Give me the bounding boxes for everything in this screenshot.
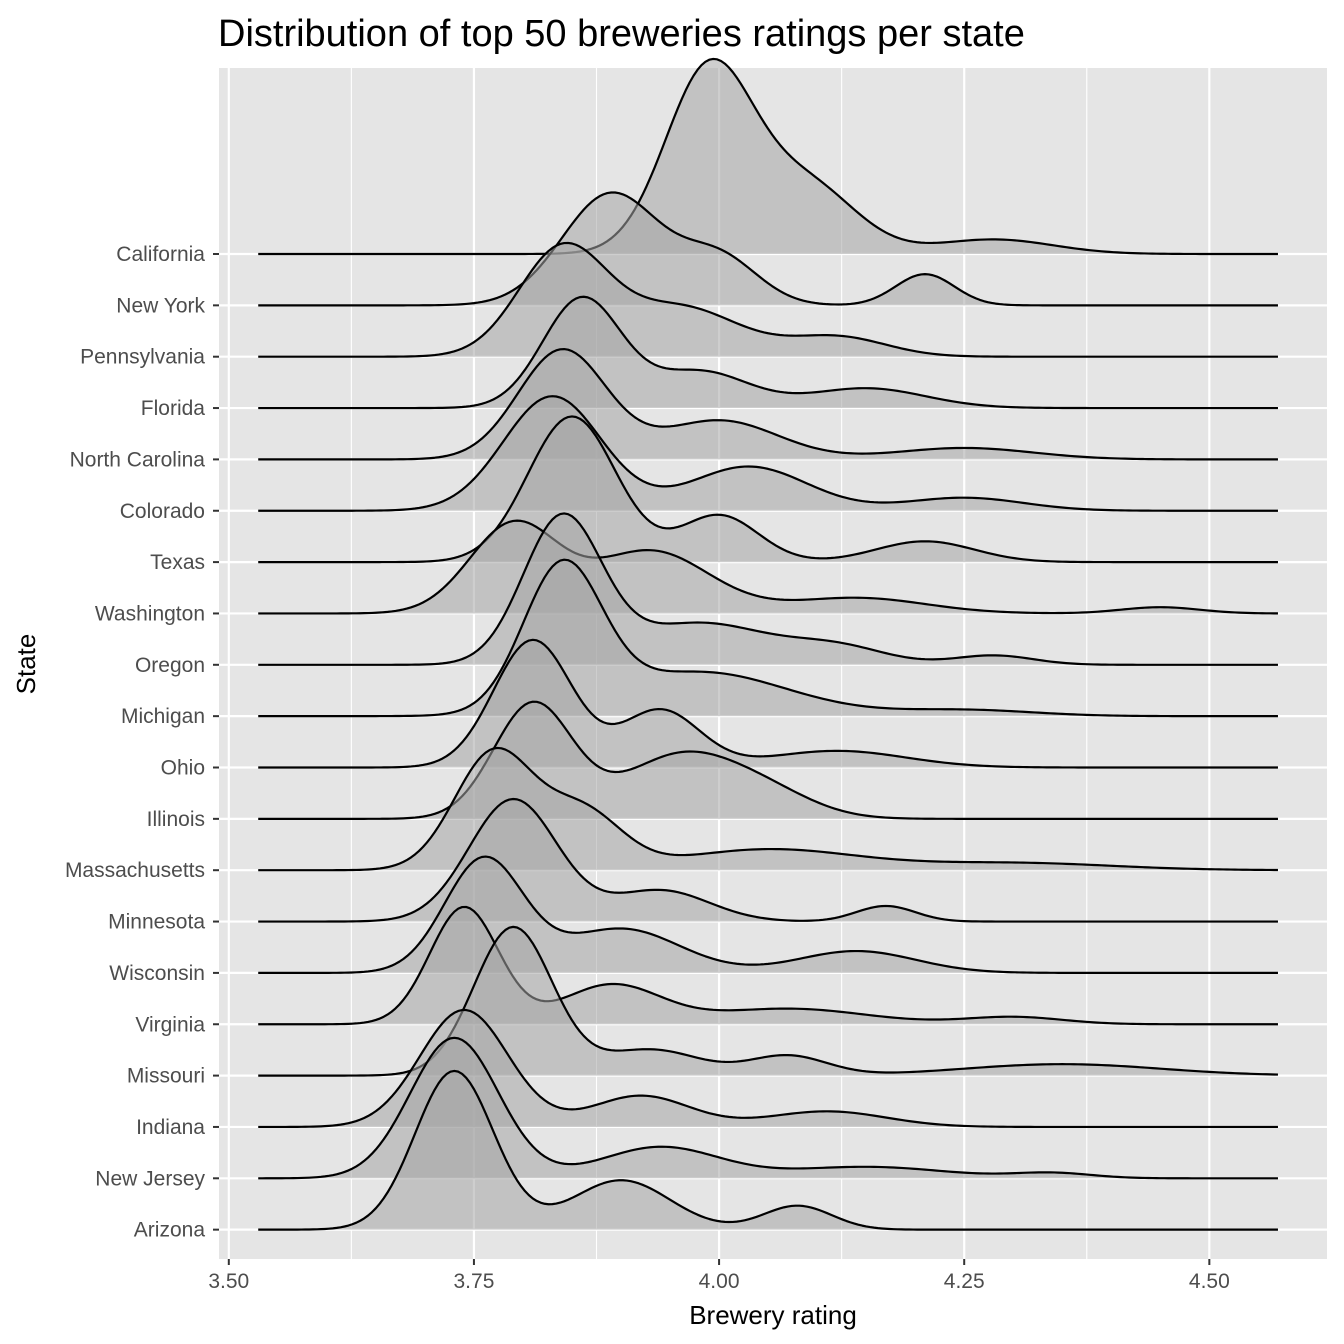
ridge-california [258, 57, 1278, 256]
ridge-fill [258, 1037, 1278, 1179]
y-tick-label: North Carolina [70, 448, 206, 471]
y-tick-label: Massachusetts [65, 859, 205, 882]
ridge-line [258, 1008, 1278, 1129]
ridge-line [258, 1069, 1278, 1231]
y-tick-label: Pennsylvania [80, 346, 205, 369]
y-tick-label: Indiana [136, 1116, 205, 1139]
ridge-line [258, 797, 1278, 923]
ridge-line [258, 395, 1278, 512]
x-tick-label: 3.50 [208, 1270, 249, 1293]
y-tick-label: Ohio [161, 757, 205, 780]
ridge-indiana [258, 1008, 1278, 1129]
ridge-line [258, 855, 1278, 974]
y-tick-label: Wisconsin [109, 962, 205, 985]
ridge-colorado [258, 395, 1278, 512]
ridge-line [258, 746, 1278, 872]
y-axis-title: State [11, 634, 41, 695]
ridge-line [258, 347, 1278, 461]
y-tick-label: Virginia [135, 1013, 205, 1036]
y-tick-label: Colorado [120, 500, 205, 523]
y-tick-label: Florida [141, 397, 206, 420]
ridge-line [258, 415, 1278, 564]
chart-title: Distribution of top 50 breweries ratings… [218, 13, 1025, 55]
y-tick-label: Washington [95, 602, 205, 625]
x-tick-label: 4.00 [699, 1270, 740, 1293]
ridge-line [258, 295, 1278, 410]
y-tick-label: Minnesota [108, 911, 205, 934]
y-tick-label: Missouri [127, 1065, 205, 1088]
ridge-florida [258, 295, 1278, 410]
ridge-line [258, 700, 1278, 820]
ridges [258, 57, 1278, 1231]
y-tick-label: Texas [150, 551, 205, 574]
ridge-new-jersey [258, 1036, 1278, 1180]
y-tick-label: Oregon [135, 654, 205, 677]
y-tick-label: New York [116, 294, 205, 317]
ridge-fill [258, 242, 1278, 357]
ridge-pennsylvania [258, 241, 1278, 358]
ridge-fill [258, 513, 1278, 665]
ridge-washington [258, 519, 1278, 615]
ridge-line [258, 519, 1278, 615]
y-tick-label: Michigan [121, 705, 205, 728]
ridge-line [258, 558, 1278, 718]
y-tick-label: Illinois [147, 808, 205, 831]
x-axis: 3.50 3.75 4.00 4.25 4.50 [208, 1259, 1230, 1293]
ridge-fill [258, 1010, 1278, 1127]
y-axis: California New York Pennsylvania Florida Nor… [65, 243, 219, 1242]
ridge-line [258, 57, 1278, 256]
ridge-fill [258, 926, 1278, 1076]
x-tick-label: 3.75 [454, 1270, 495, 1293]
x-tick-label: 4.50 [1189, 1270, 1230, 1293]
ridge-arizona [258, 1069, 1278, 1231]
ridge-fill [258, 58, 1278, 254]
ridge-line [258, 638, 1278, 769]
ridge-fill [258, 520, 1278, 614]
x-axis-title: Brewery rating [689, 1300, 857, 1330]
ridge-fill [258, 396, 1278, 511]
ridge-line [258, 905, 1278, 1026]
ridge-oregon [258, 512, 1278, 666]
ridge-new-york [258, 191, 1278, 307]
ridge-fill [258, 1070, 1278, 1230]
x-tick-label: 4.25 [944, 1270, 985, 1293]
y-tick-label: New Jersey [95, 1167, 205, 1190]
ridge-line [258, 1036, 1278, 1180]
ridge-line [258, 191, 1278, 307]
ridge-line [258, 512, 1278, 666]
ridge-line [258, 241, 1278, 358]
y-tick-label: Arizona [134, 1219, 206, 1242]
y-tick-label: California [116, 243, 205, 266]
